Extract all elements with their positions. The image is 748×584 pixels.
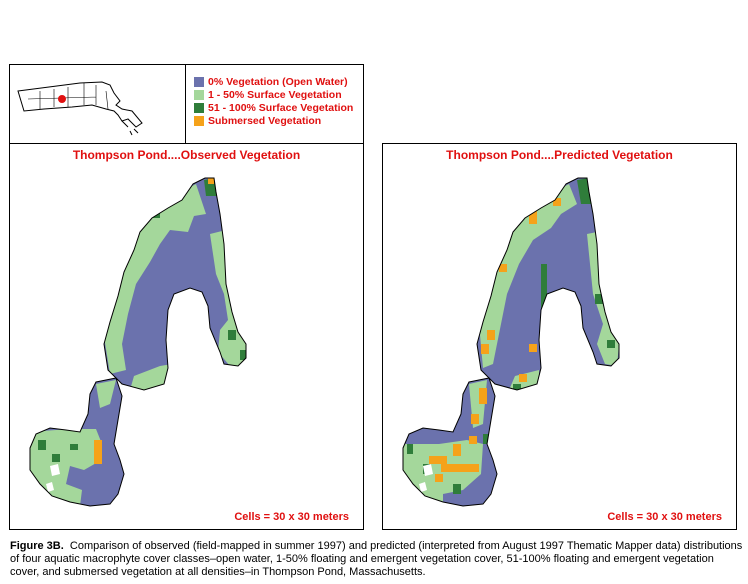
legend-item-low-cover: 1 - 50% Surface Vegetation [194, 88, 342, 101]
predicted-pond-map [402, 177, 620, 507]
cell-size-note: Cells = 30 x 30 meters [607, 511, 722, 523]
predicted-map-panel: Thompson Pond....Predicted Vegetation Ce… [382, 143, 737, 530]
panel-title: Thompson Pond....Predicted Vegetation [446, 148, 673, 162]
legend-item-open-water: 0% Vegetation (Open Water) [194, 75, 348, 88]
surface-vegetation-low [30, 184, 246, 506]
legend-swatch-low-cover [194, 89, 204, 100]
legend-label: 51 - 100% Surface Vegetation [208, 101, 354, 114]
observed-pond-map [29, 177, 247, 507]
legend-swatch-open-water [194, 76, 204, 87]
massachusetts-locator-map [17, 81, 143, 136]
legend-item-submersed: Submersed Vegetation [194, 114, 321, 127]
legend-item-high-cover: 51 - 100% Surface Vegetation [194, 101, 353, 114]
submersed-vegetation [429, 198, 561, 482]
panel-title: Thompson Pond....Observed Vegetation [72, 148, 301, 162]
legend-swatch-submersed [194, 115, 204, 126]
observed-map-panel: Thompson Pond....Observed Vegetation Cel… [9, 143, 364, 530]
cell-size-note: Cells = 30 x 30 meters [234, 511, 349, 523]
surface-vegetation-low [403, 184, 619, 506]
legend-label: 0% Vegetation (Open Water) [208, 75, 348, 88]
legend-box: 0% Vegetation (Open Water) 1 - 50% Surfa… [185, 64, 364, 144]
locator-map-box [9, 64, 186, 144]
caption-text: Comparison of observed (field-mapped in … [10, 540, 743, 578]
figure-caption: Figure 3B. Comparison of observed (field… [10, 540, 744, 579]
site-location-marker [58, 95, 66, 103]
figure-label: Figure 3B. [10, 540, 64, 552]
legend-swatch-high-cover [194, 102, 204, 113]
legend-label: 1 - 50% Surface Vegetation [208, 88, 342, 101]
legend-label: Submersed Vegetation [208, 114, 322, 127]
